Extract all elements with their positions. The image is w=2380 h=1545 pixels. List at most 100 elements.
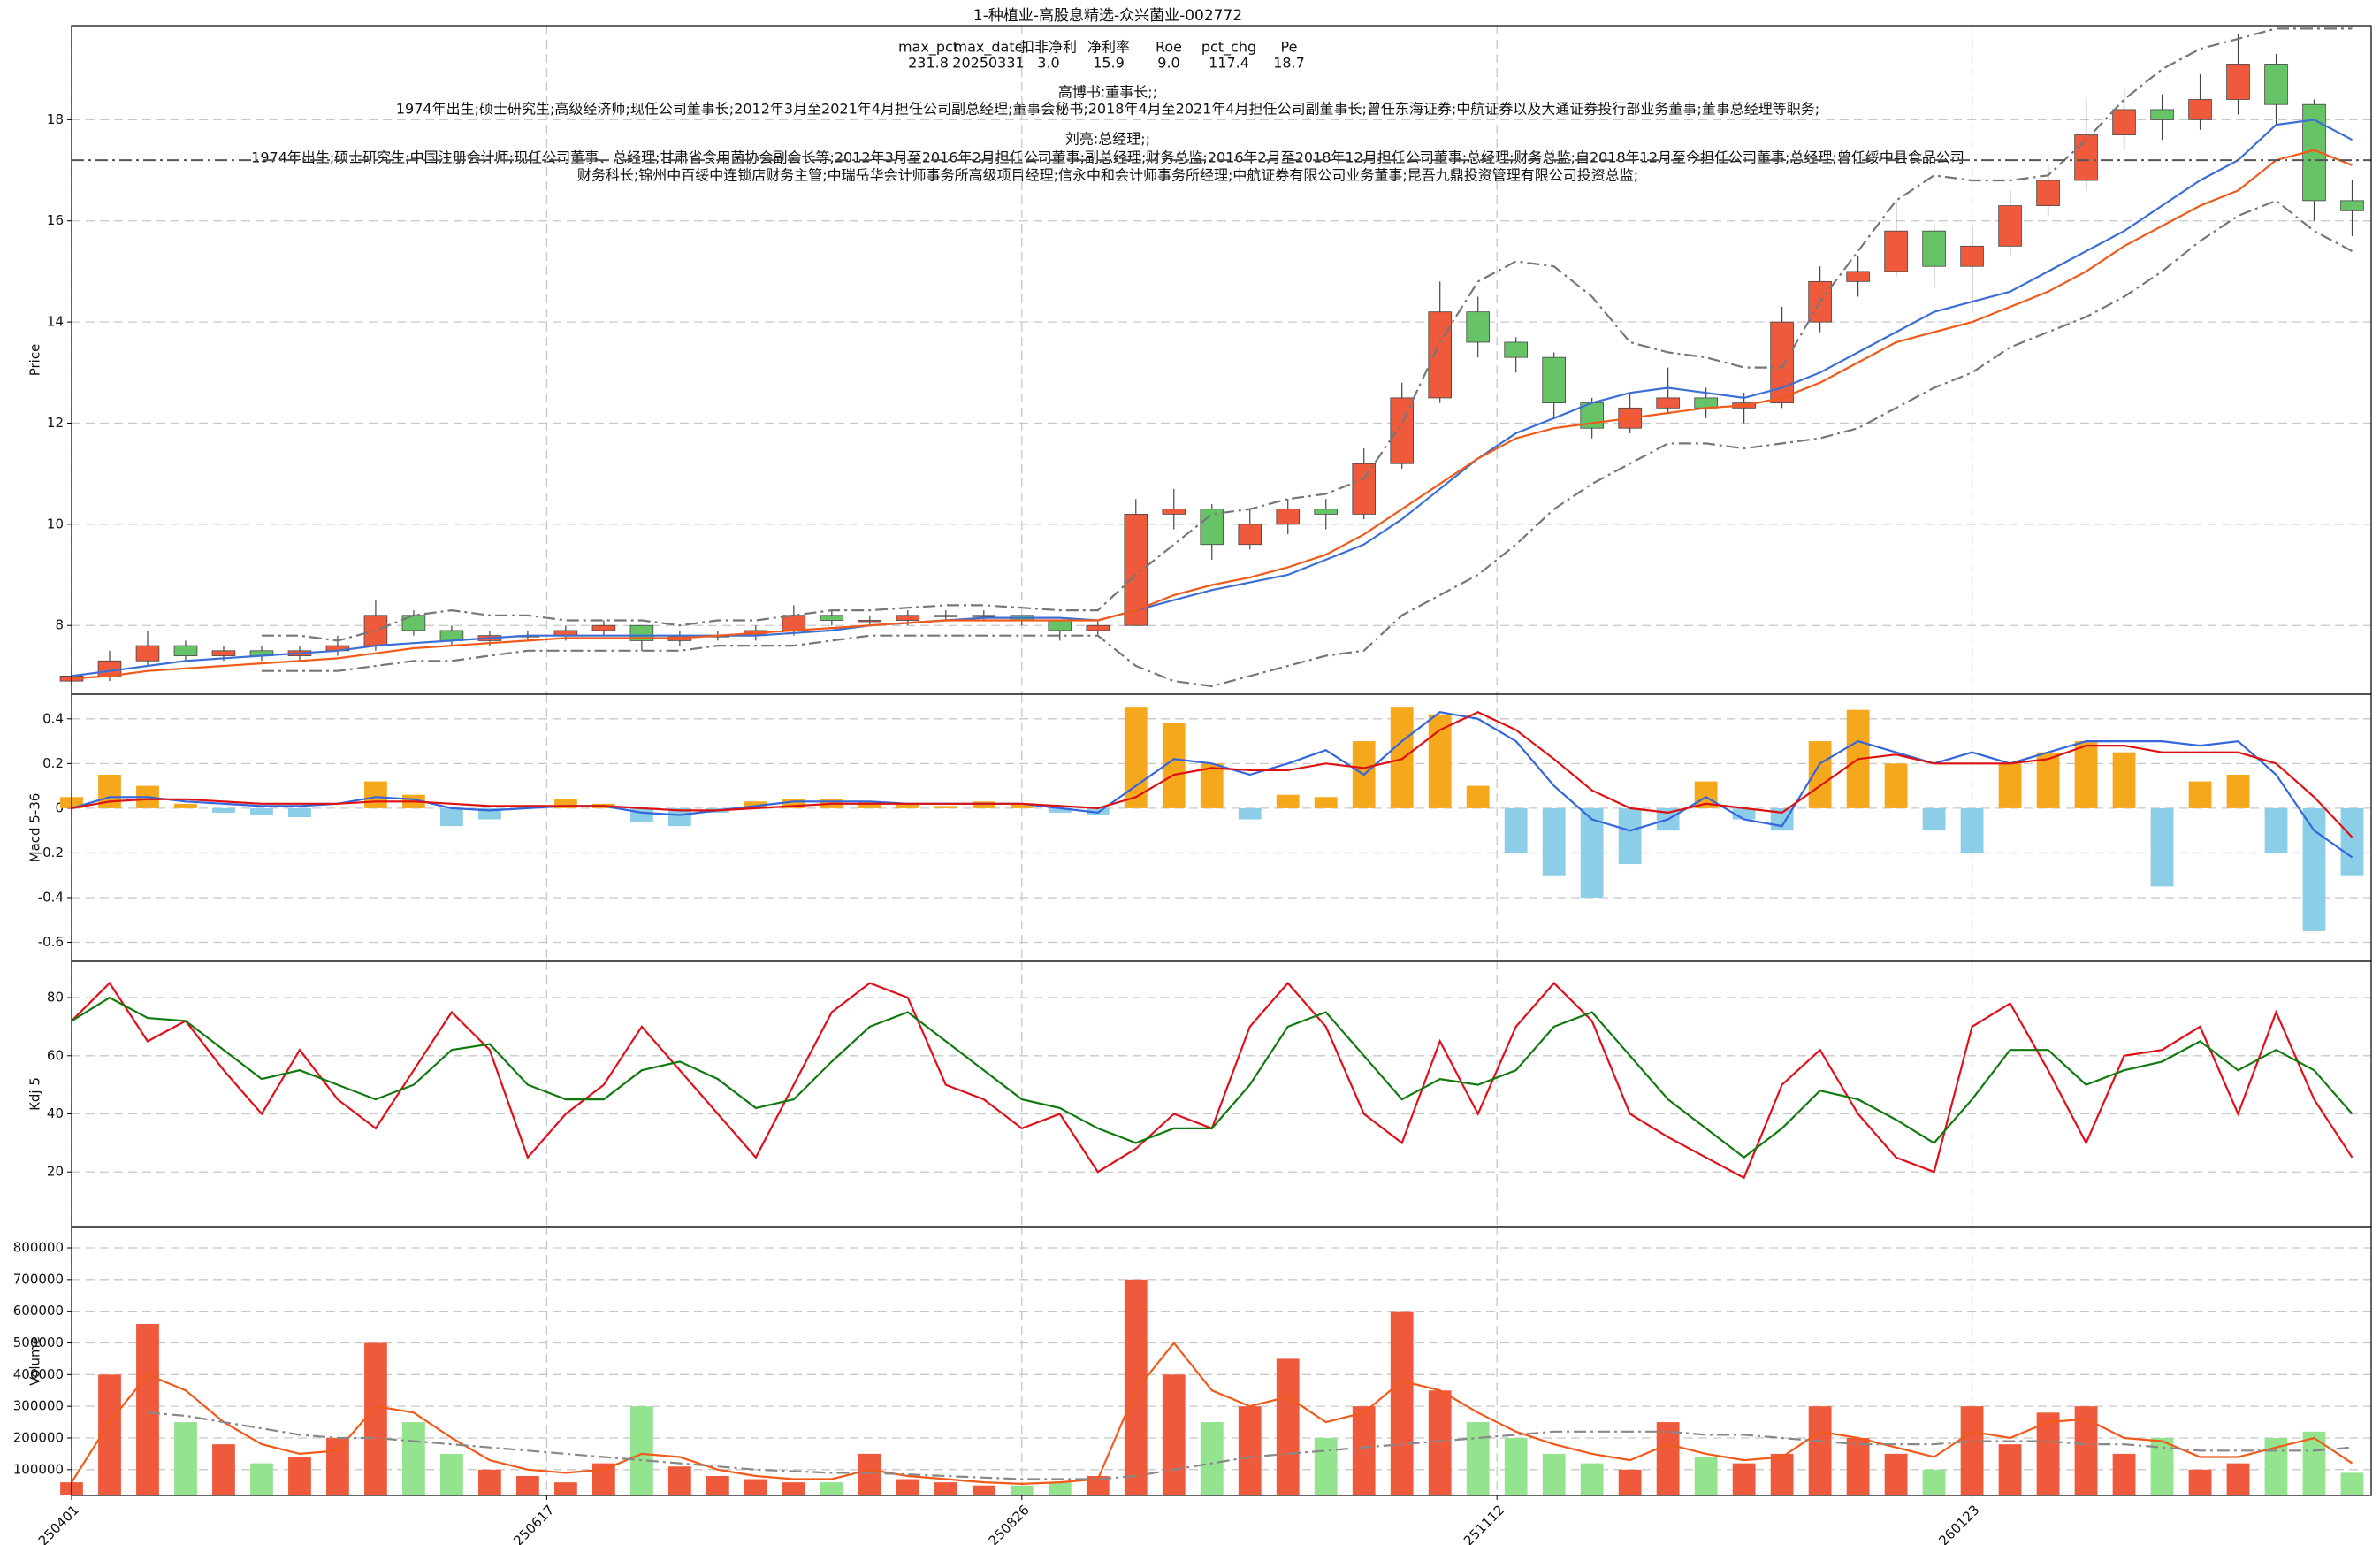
macd-bar [1618,807,1642,865]
volume-bar [250,1463,273,1495]
stat-value: 15.9 [1093,55,1125,72]
candle-body [896,615,920,621]
volume-bar [136,1323,159,1495]
volume-bar [402,1422,425,1495]
volume-bar [858,1453,881,1495]
volume-bar [478,1469,501,1495]
volume-bar [1884,1453,1908,1495]
macd-bar [1276,794,1300,808]
y-tick-label: 100000 [13,1461,64,1477]
volume-bar [706,1475,729,1495]
stat-header: Pe [1281,39,1298,56]
macd-bar [1200,763,1224,808]
y-axis-label: Price [27,344,43,377]
y-tick-label: 0.4 [42,710,64,726]
candle-body [1846,271,1870,282]
macd-bar [1580,807,1604,898]
candle-body [1884,230,1908,272]
volume-bar [1200,1422,1224,1495]
candle-body [439,630,464,641]
macd-bar [1048,807,1072,813]
candle-body [1048,620,1072,631]
candle-body [1656,397,1680,409]
macd-bar [212,807,235,813]
series-line [71,710,2353,838]
candle-body [2074,134,2098,181]
y-tick-label: -0.6 [38,934,64,950]
volume-bar [2302,1431,2326,1495]
macd-bar [516,806,539,808]
candle-body [782,615,806,631]
volume-bar [2340,1472,2364,1495]
candle-body [1428,311,1452,399]
macd-bar [629,807,653,822]
macd-bar [1504,807,1528,853]
note-line: 高博书:董事长;; [1058,84,1157,101]
y-tick-label: 18 [47,111,64,127]
volume-bar [1010,1485,1034,1495]
series-line [262,27,2353,642]
y-tick-label: 8 [55,617,64,633]
y-tick-label: 200000 [13,1429,64,1445]
y-tick-label: 80 [47,990,64,1006]
y-tick-label: -0.4 [38,889,64,905]
note-line: 1974年出生;硕士研究生;高级经济师;现任公司董事长;2012年3月至2021… [396,101,1819,118]
volume-bar [2074,1406,2098,1495]
candle-body [1922,230,1946,267]
volume-bar [896,1479,919,1495]
candle-body [1238,524,1262,546]
candle-body [820,615,844,621]
macd-bar [1314,797,1338,808]
stat-value: 231.8 [908,55,949,72]
volume-bar [1352,1406,1376,1495]
candle-body [1200,509,1224,546]
volume-bar [1428,1390,1452,1495]
candle-body [401,615,426,631]
macd-bar [1542,807,1566,876]
volume-bar [2226,1463,2250,1495]
series-line [71,1341,2353,1486]
candle-body [135,645,160,662]
volume-bar [212,1444,235,1495]
series-line [71,996,2353,1159]
y-tick-label: -0.2 [38,845,64,860]
candle-body [1352,463,1377,515]
macd-bar [2150,807,2174,887]
candle-body [1086,624,1110,631]
volume-bar [2188,1469,2212,1495]
stat-header: 净利率 [1087,39,1130,56]
volume-bar [629,1406,653,1495]
stat-value: 18.7 [1273,55,1305,72]
note-line: 刘亮:总经理;; [1065,131,1150,148]
volume-bar [1846,1437,1870,1495]
series-line [71,149,2353,680]
y-tick-label: 500000 [13,1335,64,1350]
candle-body [2188,99,2212,120]
y-tick-label: 300000 [13,1398,64,1414]
volume-bar [326,1437,349,1495]
macd-bar [440,807,463,827]
volume-bar [1770,1453,1794,1495]
volume-bar [667,1466,691,1495]
y-axis-label: Volume [27,1336,43,1386]
panel-frame [71,1226,2372,1496]
macd-bar [1884,763,1908,808]
stat-header: 扣非净利 [1020,39,1077,56]
volume-bar [1656,1422,1680,1495]
volume-bar [516,1475,539,1495]
stat-value: 117.4 [1209,55,1249,72]
volume-bar [2112,1453,2136,1495]
macd-bar [250,807,273,815]
candle-body [173,645,198,656]
series-line [71,711,2353,859]
y-axis-label: Kdj 5 [27,1077,43,1111]
volume-bar [553,1482,577,1495]
y-tick-label: 400000 [13,1366,64,1382]
volume-bar [1466,1422,1490,1495]
volume-bar [1124,1279,1148,1495]
candle-body [2036,180,2060,206]
macd-bar [1238,807,1262,820]
volume-bar [934,1482,957,1495]
candle-body [858,620,882,623]
